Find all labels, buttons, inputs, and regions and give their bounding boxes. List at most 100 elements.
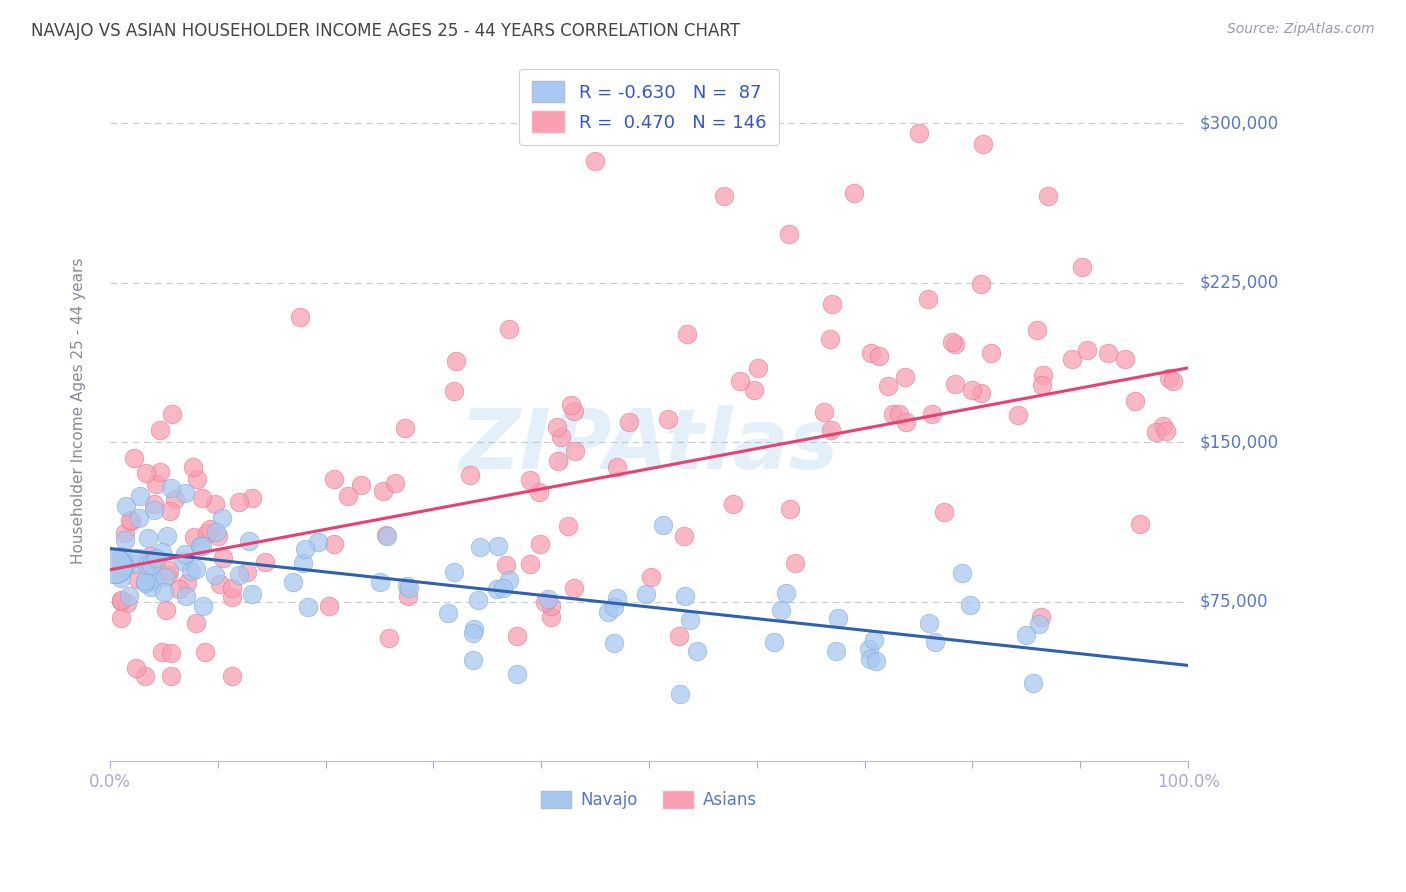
Point bbox=[373, 484, 395, 499]
Point bbox=[859, 345, 882, 359]
Point bbox=[827, 611, 849, 625]
Point bbox=[657, 412, 679, 426]
Point bbox=[668, 629, 690, 643]
Point bbox=[606, 460, 628, 475]
Point bbox=[492, 581, 515, 595]
Point bbox=[115, 499, 138, 513]
Point bbox=[1144, 425, 1167, 440]
Point bbox=[1031, 378, 1053, 392]
Point bbox=[149, 465, 172, 479]
Point bbox=[596, 605, 619, 619]
Point bbox=[1161, 374, 1184, 388]
Point bbox=[110, 561, 132, 575]
Point bbox=[564, 444, 586, 458]
Point bbox=[950, 566, 973, 580]
Point bbox=[498, 574, 520, 588]
Point bbox=[1007, 408, 1029, 422]
Text: ZIPAtlas: ZIPAtlas bbox=[460, 405, 839, 486]
Point bbox=[603, 636, 626, 650]
Point bbox=[634, 587, 657, 601]
Point bbox=[163, 491, 186, 506]
Point bbox=[191, 540, 214, 554]
Point bbox=[519, 473, 541, 487]
Point bbox=[858, 642, 880, 657]
Point bbox=[254, 555, 277, 569]
Point bbox=[127, 573, 149, 587]
Point bbox=[198, 522, 221, 536]
Point bbox=[779, 501, 801, 516]
Point bbox=[560, 398, 582, 412]
Point bbox=[398, 581, 420, 595]
Point bbox=[470, 540, 492, 554]
Point bbox=[1097, 346, 1119, 360]
Point bbox=[110, 552, 132, 566]
Point bbox=[290, 310, 312, 324]
Point bbox=[821, 297, 844, 311]
Point bbox=[208, 577, 231, 591]
Point bbox=[527, 484, 550, 499]
Point bbox=[139, 549, 162, 563]
Point bbox=[378, 632, 401, 646]
Text: $300,000: $300,000 bbox=[1199, 114, 1278, 132]
Point bbox=[174, 485, 197, 500]
Point bbox=[145, 550, 167, 565]
Point bbox=[498, 322, 520, 336]
Point bbox=[155, 603, 177, 617]
Point bbox=[143, 497, 166, 511]
Point bbox=[1060, 351, 1083, 366]
Point bbox=[211, 510, 233, 524]
Point bbox=[443, 566, 465, 580]
Point bbox=[193, 599, 215, 614]
Point bbox=[652, 518, 675, 533]
Point bbox=[686, 644, 709, 658]
Point bbox=[887, 407, 910, 421]
Point bbox=[842, 186, 865, 201]
Point bbox=[941, 335, 963, 350]
Point bbox=[1025, 323, 1047, 337]
Point bbox=[865, 654, 887, 668]
Text: $75,000: $75,000 bbox=[1199, 592, 1268, 611]
Point bbox=[297, 599, 319, 614]
Point bbox=[194, 645, 217, 659]
Point bbox=[1114, 352, 1136, 367]
Point bbox=[156, 529, 179, 543]
Point bbox=[160, 407, 183, 421]
Point bbox=[467, 592, 489, 607]
Point bbox=[127, 550, 149, 565]
Point bbox=[546, 420, 568, 434]
Point bbox=[673, 589, 696, 603]
Point bbox=[125, 661, 148, 675]
Point bbox=[882, 407, 904, 421]
Point bbox=[669, 687, 692, 701]
Point bbox=[128, 489, 150, 503]
Point bbox=[529, 537, 551, 551]
Point bbox=[375, 528, 398, 542]
Point bbox=[603, 599, 626, 614]
Point bbox=[159, 669, 181, 683]
Point bbox=[506, 629, 529, 643]
Point bbox=[785, 556, 807, 570]
Point bbox=[294, 542, 316, 557]
Point bbox=[155, 570, 177, 584]
Point bbox=[368, 575, 391, 590]
Point bbox=[917, 615, 939, 630]
Point bbox=[235, 565, 257, 579]
Point bbox=[778, 227, 800, 241]
Point bbox=[1031, 610, 1053, 624]
Point bbox=[136, 531, 159, 545]
Text: $225,000: $225,000 bbox=[1199, 274, 1278, 292]
Point bbox=[228, 567, 250, 582]
Point bbox=[128, 511, 150, 525]
Point bbox=[673, 529, 696, 543]
Point bbox=[547, 454, 569, 468]
Point bbox=[506, 667, 529, 681]
Point bbox=[443, 384, 465, 398]
Point bbox=[1157, 370, 1180, 384]
Point bbox=[141, 554, 163, 568]
Point bbox=[1154, 424, 1177, 438]
Point bbox=[486, 539, 509, 553]
Point bbox=[747, 361, 769, 376]
Point bbox=[167, 582, 190, 596]
Point bbox=[186, 562, 208, 576]
Point bbox=[894, 415, 917, 429]
